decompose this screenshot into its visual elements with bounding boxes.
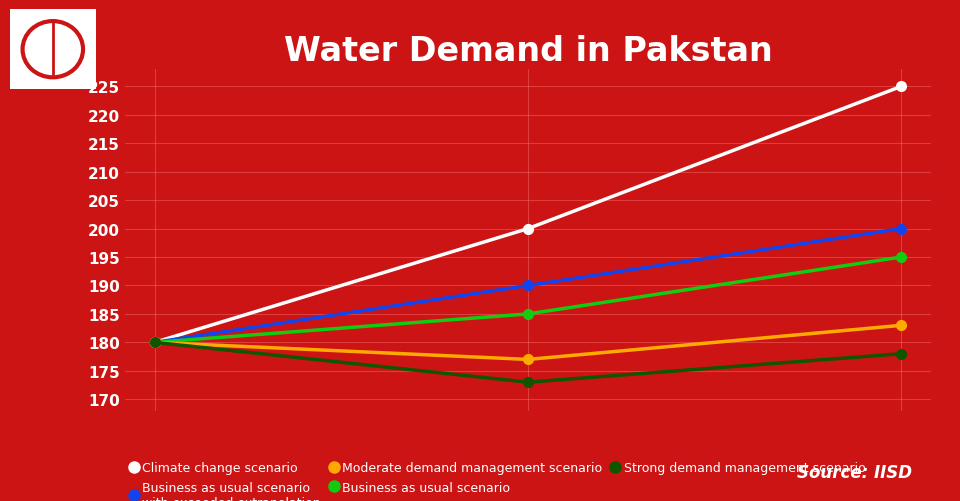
Legend: Climate change scenario, Business as usual scenario
with exceeded extrapolation,: Climate change scenario, Business as usu… bbox=[132, 461, 865, 501]
Text: Water Demand in Pakstan: Water Demand in Pakstan bbox=[283, 35, 773, 68]
Text: Source: IISD: Source: IISD bbox=[797, 463, 912, 481]
